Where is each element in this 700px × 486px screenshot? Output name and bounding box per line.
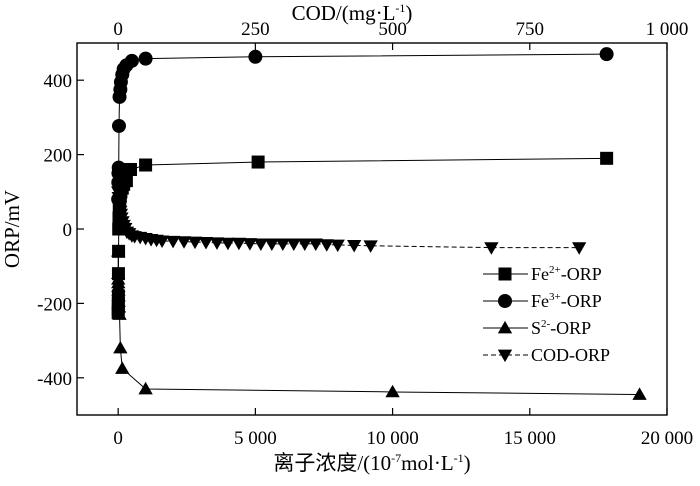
data-point [165,235,181,249]
series-line [117,157,607,313]
x2-axis-label: COD/(mg·L-1) [292,1,413,25]
data-point [124,53,139,68]
x-tick-label: 15 000 [504,428,556,449]
legend-item: S2--ORP [483,318,591,338]
data-point [599,47,614,62]
y-tick-label: 0 [63,220,73,241]
y-tick-label: -400 [37,369,72,390]
series-3 [111,186,587,255]
data-point [124,162,138,176]
x2-tick-label: 250 [241,19,270,40]
data-point [286,238,301,252]
data-point [209,237,225,250]
data-point [111,299,127,313]
data-point [572,242,587,255]
legend-marker [498,294,512,308]
x-tick-label: 0 [113,428,123,449]
y-tick-label: 400 [44,71,73,92]
data-point [139,158,153,172]
legend-marker [498,267,512,281]
legend-label: Fe2+-ORP [531,264,602,284]
series-layer [111,47,647,400]
data-point [275,238,290,252]
data-point [138,51,153,66]
legend-marker [497,349,513,363]
legend-item: Fe2+-ORP [483,264,602,284]
data-point [115,361,130,374]
data-point [220,237,236,251]
legend-label: S2--ORP [531,318,591,338]
y-axis-label: ORP/mV [0,190,24,268]
axis-labels: 离子浓度/(10-7mol·L-1) COD/(mg·L-1) ORP/mV [0,1,471,475]
data-point [632,387,647,400]
legend-marker [497,320,513,334]
x2-tick-label: 750 [516,19,545,40]
x-tick-label: 10 000 [366,428,418,449]
data-point [308,238,323,252]
data-point [113,340,128,354]
series-2 [111,244,647,400]
data-point [297,238,312,252]
data-point [248,49,263,64]
x2-tick-label: 1 000 [646,19,689,40]
data-point [600,151,614,165]
data-point [111,244,126,257]
data-point [112,307,127,320]
data-point [111,118,126,133]
data-point [111,160,126,175]
data-point [484,242,499,255]
y-tick-label: -200 [37,294,72,315]
data-point [264,238,279,252]
series-line [117,53,607,200]
data-point [242,238,258,251]
data-point [363,240,378,253]
data-point [330,239,345,253]
data-point [187,236,203,250]
legend: Fe2+-ORP Fe3+-ORP S2--ORP COD-ORP [483,264,610,365]
data-point [253,238,269,252]
legend-label: COD-ORP [531,345,610,365]
data-point [347,240,362,253]
data-point [251,155,265,169]
data-point [154,235,170,249]
x2-tick-label: 500 [378,19,407,40]
x-tick-label: 5 000 [234,428,277,449]
x-tick-label: 20 000 [641,428,693,449]
data-point [138,381,153,395]
series-1 [111,47,614,207]
data-point [198,237,214,250]
data-point [385,384,400,398]
data-point [231,237,247,251]
axes-layer: 0 5 000 10 000 15 000 20 000 0 250 500 750 1 000 -… [37,19,693,449]
y-tick-label: 200 [44,146,73,167]
legend-item: COD-ORP [483,345,610,365]
data-point [319,239,334,252]
data-point [176,236,192,249]
x-axis-label: 离子浓度/(10-7mol·L-1) [273,451,470,475]
legend-item: Fe3+-ORP [483,291,602,311]
x2-tick-label: 0 [113,19,123,40]
legend-label: Fe3+-ORP [531,291,602,311]
